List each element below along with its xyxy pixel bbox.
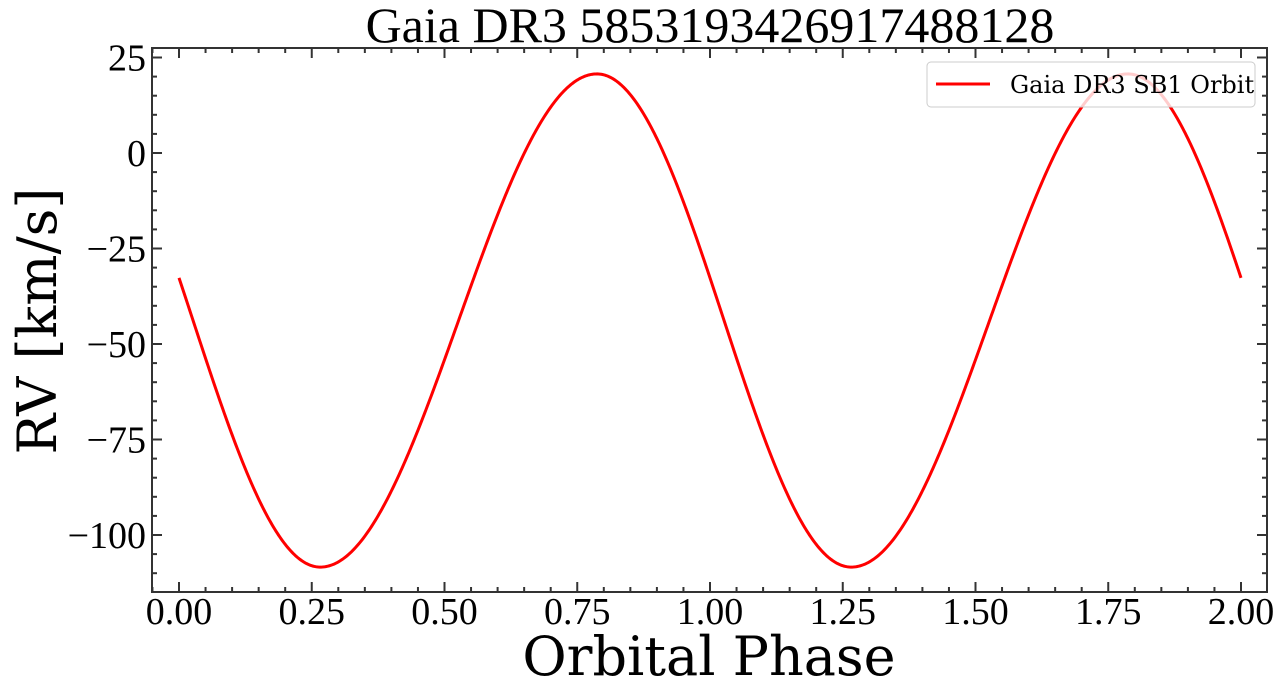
x-tick-label: 2.00: [1208, 591, 1275, 633]
y-tick-label: −25: [87, 229, 146, 271]
axes-frame: [151, 47, 1268, 593]
chart-title: Gaia DR3 5853193426917488128: [366, 0, 1055, 53]
x-tick-label: 1.25: [810, 591, 877, 633]
rv-curve-line: [177, 72, 1243, 569]
x-tick-label: 1.00: [677, 591, 744, 633]
y-tick-labels: 25 0 −25 −50 −75 −100: [68, 38, 146, 558]
y-tick-label: 25: [108, 38, 146, 80]
x-tick-label: 0.75: [544, 591, 611, 633]
y-tick-label: 0: [127, 133, 146, 175]
legend: Gaia DR3 SB1 Orbit: [926, 61, 1256, 108]
axis-ticks: [151, 48, 1267, 592]
y-tick-label: −75: [87, 420, 146, 462]
y-axis-label: RV [km/s]: [6, 188, 69, 455]
x-tick-label: 0.25: [279, 591, 346, 633]
x-tick-labels: 0.00 0.25 0.50 0.75 1.00 1.25 1.50 1.75 2.00: [146, 591, 1275, 633]
y-tick-label: −50: [87, 324, 146, 366]
y-tick-label: −100: [68, 515, 146, 557]
plot-area: [151, 47, 1268, 593]
x-tick-label: 0.00: [146, 591, 213, 633]
x-axis-label: Orbital Phase: [522, 625, 895, 688]
x-tick-label: 0.50: [411, 591, 478, 633]
x-tick-label: 1.75: [1075, 591, 1142, 633]
legend-box: [926, 61, 1256, 108]
legend-label: Gaia DR3 SB1 Orbit: [1010, 71, 1254, 99]
x-tick-label: 1.50: [942, 591, 1009, 633]
